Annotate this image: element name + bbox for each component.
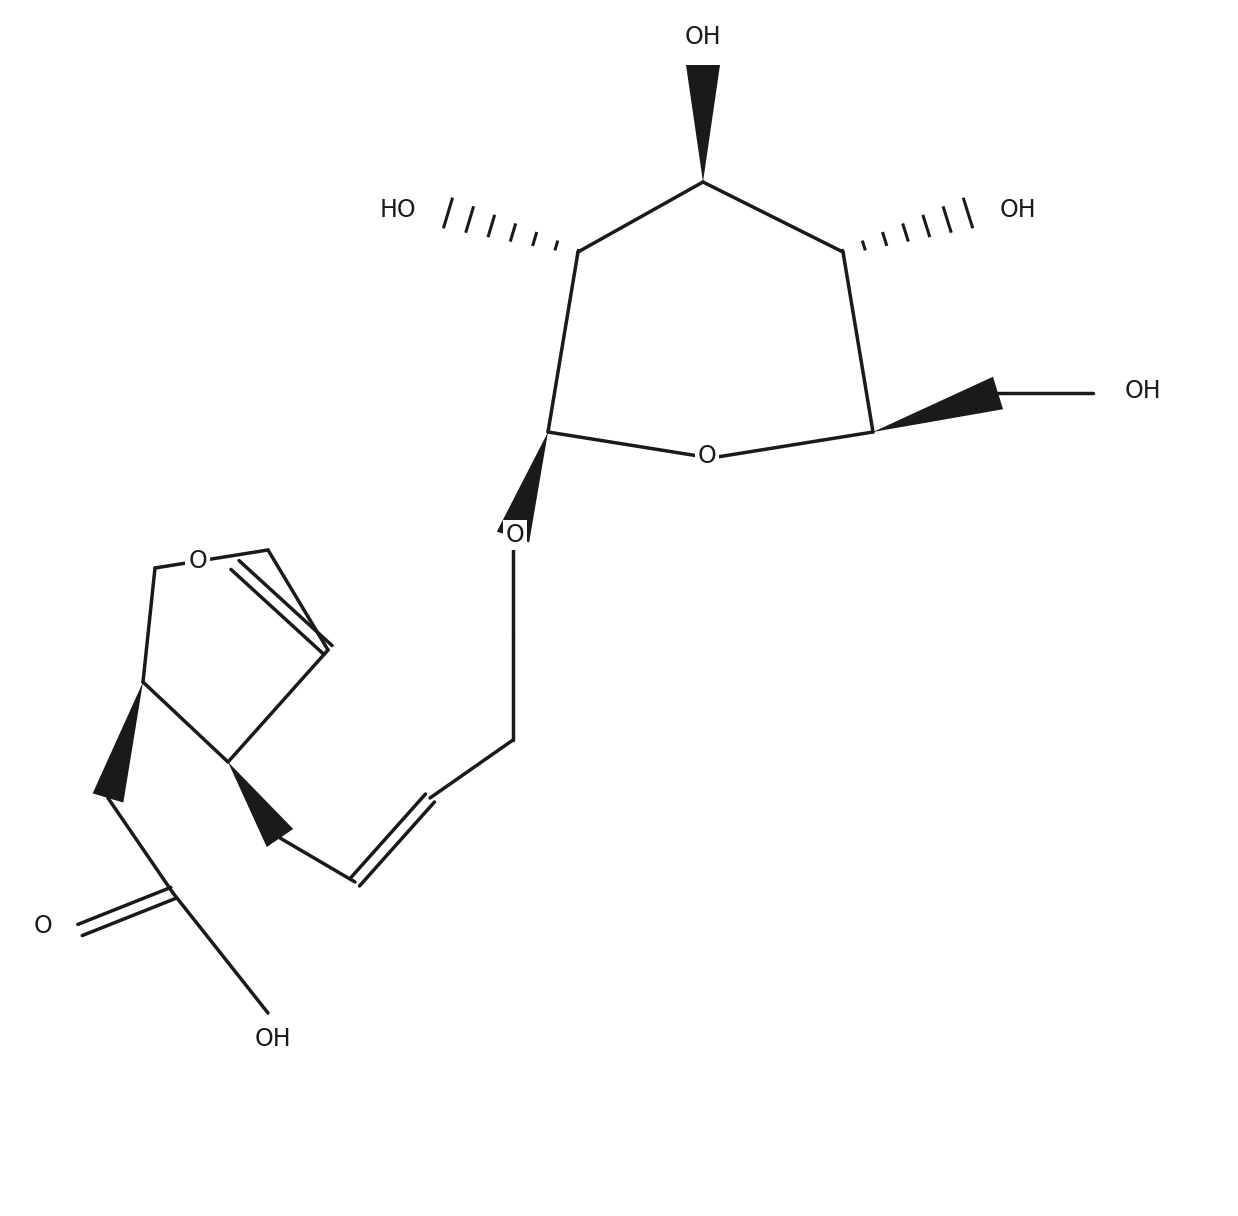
- Text: O: O: [698, 444, 717, 468]
- Text: OH: OH: [685, 26, 722, 49]
- Text: O: O: [188, 548, 207, 573]
- Text: O: O: [505, 523, 525, 547]
- Text: OH: OH: [1125, 379, 1161, 402]
- Polygon shape: [496, 432, 548, 542]
- Text: OH: OH: [1000, 198, 1036, 223]
- Text: HO: HO: [379, 198, 416, 223]
- Polygon shape: [93, 682, 144, 803]
- Polygon shape: [873, 377, 1003, 432]
- Text: O: O: [33, 914, 52, 938]
- Text: OH: OH: [255, 1028, 291, 1051]
- Polygon shape: [228, 762, 293, 848]
- Polygon shape: [686, 64, 721, 182]
